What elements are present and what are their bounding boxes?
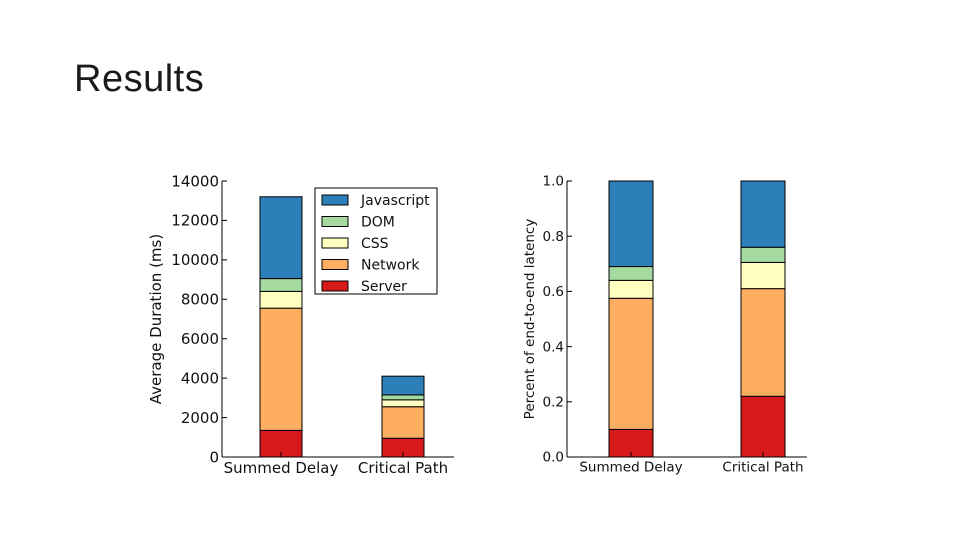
bar-segment-javascript-critical-path: [740, 180, 786, 248]
x-tick-label: Critical Path: [722, 460, 803, 476]
x-tick-label: Summed Delay: [224, 459, 339, 477]
y-tick-label: 0.6: [543, 284, 564, 300]
y-axis-label: Average Duration (ms): [147, 234, 165, 404]
bar-segment-css-summed-delay: [608, 279, 654, 299]
legend-swatch-javascript: [321, 194, 349, 206]
y-tick-label: 0.2: [543, 395, 564, 411]
legend-label-network: Network: [361, 258, 420, 274]
legend-swatch-css: [321, 237, 349, 249]
bar-segment-network-critical-path: [740, 288, 786, 397]
bar-segment-network-summed-delay: [608, 297, 654, 430]
y-tick-label: 2000: [181, 409, 219, 427]
y-tick-label: 8000: [181, 291, 219, 309]
bar-segment-dom-summed-delay: [608, 266, 654, 281]
y-tick-label: 10000: [171, 251, 219, 269]
y-tick-label: 0.8: [543, 229, 564, 245]
legend-swatch-dom: [321, 216, 349, 227]
y-tick-label: 0.0: [543, 450, 564, 466]
x-tick-label: Summed Delay: [579, 460, 682, 476]
y-tick-label: 4000: [181, 369, 219, 387]
legend-swatch-server: [321, 280, 349, 292]
y-tick-label: 1.0: [543, 174, 564, 190]
y-tick-label: 6000: [181, 330, 219, 348]
legend-label-dom: DOM: [361, 215, 395, 231]
legend-label-javascript: Javascript: [360, 193, 430, 209]
y-tick-label: 0.4: [543, 339, 564, 355]
bar-segment-javascript-summed-delay: [259, 196, 303, 280]
legend-label-css: CSS: [361, 236, 389, 252]
y-axis-label: Percent of end-to-end latency: [522, 219, 538, 420]
bar-segment-dom-critical-path: [740, 246, 786, 263]
bar-segment-network-critical-path: [381, 406, 425, 439]
legend-label-server: Server: [361, 279, 407, 295]
legend-swatch-network: [321, 259, 349, 270]
slide-title: Results: [74, 58, 205, 100]
bar-segment-javascript-summed-delay: [608, 180, 654, 268]
y-tick-label: 0: [209, 448, 219, 466]
bar-segment-network-summed-delay: [259, 307, 303, 431]
y-tick-label: 12000: [171, 212, 219, 230]
bar-segment-css-critical-path: [740, 261, 786, 290]
y-tick-label: 14000: [171, 172, 219, 190]
x-tick-label: Critical Path: [358, 459, 448, 477]
bar-segment-javascript-critical-path: [381, 375, 425, 396]
bar-segment-server-critical-path: [740, 395, 786, 458]
